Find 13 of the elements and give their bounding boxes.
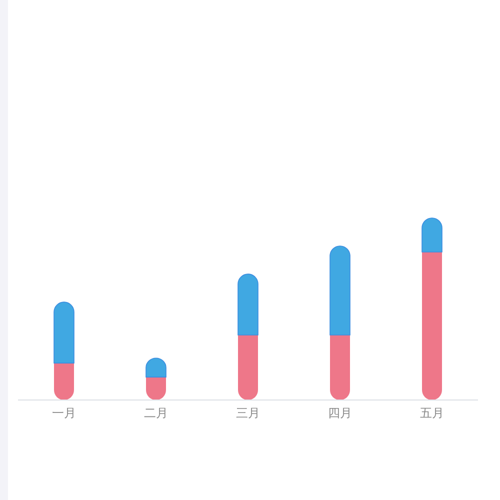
bar bbox=[54, 302, 74, 364]
x-tick-label: 三月 bbox=[236, 406, 260, 420]
bar bbox=[54, 363, 74, 400]
bar bbox=[330, 246, 350, 336]
bar bbox=[238, 335, 258, 400]
bar bbox=[330, 335, 350, 400]
bar bbox=[422, 218, 442, 252]
x-tick-label: 四月 bbox=[328, 406, 352, 420]
x-tick-label: 一月 bbox=[52, 406, 76, 420]
x-tick-label: 五月 bbox=[420, 406, 444, 420]
bar bbox=[238, 274, 258, 336]
bar bbox=[422, 252, 442, 400]
x-tick-label: 二月 bbox=[144, 406, 168, 420]
